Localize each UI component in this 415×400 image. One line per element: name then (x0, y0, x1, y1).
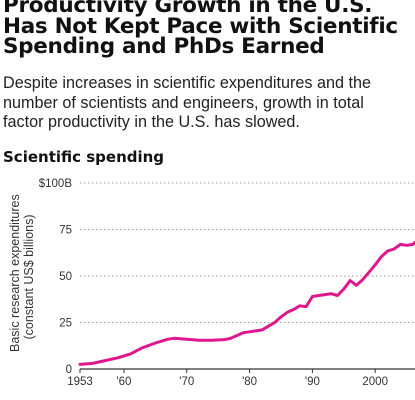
subtitle-line-2: number of scientists and engineers, grow… (3, 93, 364, 112)
subtitle: Despite increases in scientific expendit… (3, 74, 415, 133)
headline-line-2: Has Not Kept Pace with Scientific (3, 13, 398, 39)
series-layer (78, 240, 415, 366)
x-tick-label: '80 (242, 376, 257, 388)
x-tick-label: '90 (305, 376, 320, 388)
x-tick-label: '70 (179, 376, 194, 388)
series-line-basic-research (78, 240, 415, 366)
y-tick-label: 75 (59, 225, 72, 237)
headline-line-3: Spending and PhDs Earned (3, 34, 325, 59)
x-tick-label: 2000 (362, 376, 388, 388)
y-tick-label: $100B (39, 178, 73, 190)
chart-title: Scientific spending (3, 148, 165, 166)
x-tick-label: '60 (116, 376, 131, 388)
y-tick-label: 25 (59, 318, 72, 330)
y-tick-label: 50 (59, 271, 72, 283)
x-tick-label: 1953 (67, 376, 93, 388)
grid-layer (80, 182, 415, 323)
headline: Productivity Growth in the U.S. Has Not … (3, 0, 415, 58)
subtitle-line-1: Despite increases in scientific expendit… (3, 74, 372, 92)
y-tick-label: 0 (66, 364, 72, 376)
subtitle-line-3: factor productivity in the U.S. has slow… (3, 113, 300, 131)
headline-line-1: Productivity Growth in the U.S. (3, 0, 373, 18)
